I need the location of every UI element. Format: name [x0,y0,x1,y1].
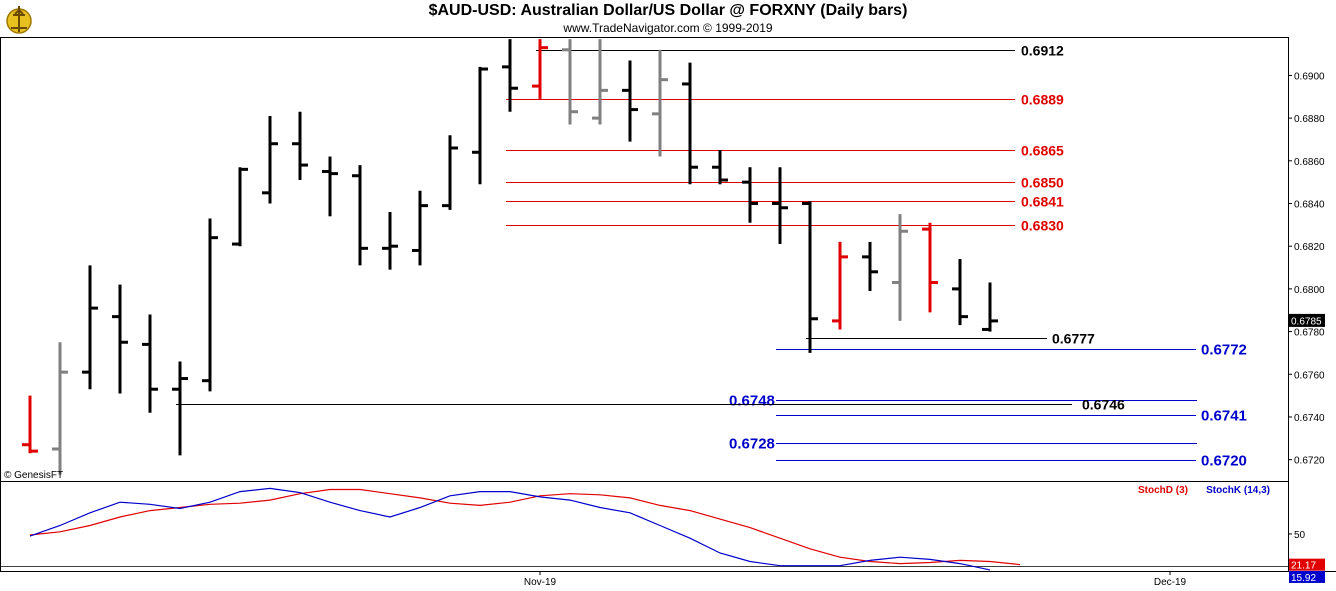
last-price-badge [1289,313,1325,327]
level-label-0.6850: 0.6850 [1021,175,1064,191]
trade-navigator-logo [6,6,32,34]
ohlc-bar [112,284,128,394]
ohlc-bar [412,190,428,266]
legend-stochk: StochK (14,3) [1206,485,1270,496]
price-panel-frame [0,37,1289,482]
ohlc-bar [82,265,98,390]
price-axis-label: 0.6900 [1294,71,1325,82]
ohlc-bar [382,212,398,270]
ohlc-bar [172,361,188,456]
ohlc-bar [892,214,908,321]
chart-subtitle: www.TradeNavigator.com © 1999-2019 [563,21,773,35]
ohlc-bar [592,39,608,125]
ohlc-bar [22,395,38,454]
price-axis-label: 0.6840 [1294,200,1325,211]
ohlc-bar [322,156,338,217]
stoch-last-label-0: 21.17 [1291,561,1316,572]
price-axis-label: 0.6880 [1294,114,1325,125]
price-axis-label: 0.6860 [1294,157,1325,168]
price-axis-label: 0.6760 [1294,370,1325,381]
ohlc-bar [862,241,878,292]
ohlc-bar [652,49,668,157]
level-label-0.6746: 0.6746 [1082,397,1125,413]
price-panel: 0.6720 0.6740 0.6760 0.6780 0.6800 0.6820 0.68… [0,37,1325,482]
level-label-0.6741: 0.6741 [1201,408,1247,425]
legend-stochd: StochD (3) [1138,485,1188,496]
stoch-last-badge-0 [1289,558,1325,571]
ohlc-bar [952,259,968,326]
ohlc-bar [982,282,998,332]
level-label-0.6841: 0.6841 [1021,194,1064,210]
stoch-series-0 [29,488,1021,566]
ohlc-bar [502,39,518,112]
time-axis-label: Dec-19 [1154,577,1187,588]
ohlc-bar [232,167,248,247]
ohlc-bar [352,165,368,266]
ohlc-bar [142,314,158,413]
ohlc-bar [442,135,458,210]
ohlc-bar [52,342,68,475]
ohlc-bar [922,222,938,313]
ohlc-bar [532,39,548,99]
ohlc-bar [562,39,578,125]
ohlc-bar [682,62,698,185]
chart-title: $AUD-USD: Australian Dollar/US Dollar @ … [428,2,908,19]
price-axis-label: 0.6720 [1294,456,1325,467]
level-label-0.6720: 0.6720 [1201,453,1247,470]
stoch-panel-frame [0,481,1289,572]
ohlc-bar [712,150,728,185]
watermark: © GenesisFT [4,470,63,481]
ohlc-bar [742,167,758,223]
stoch-series-1 [29,487,991,571]
ohlc-bar [802,201,818,353]
level-label-0.6889: 0.6889 [1021,92,1064,108]
price-axis-label: 0.6800 [1294,285,1325,296]
ohlc-bar [292,111,308,181]
ohlc-bar [262,115,278,204]
level-label-0.6728: 0.6728 [729,436,775,453]
ohlc-bar [472,66,488,185]
stoch-axis-label: 50 [1294,530,1306,541]
stoch-last-label-1: 15.92 [1291,573,1316,584]
ohlc-bar [832,241,848,330]
ohlc-bar [622,60,638,142]
level-label-0.6777: 0.6777 [1052,331,1095,347]
level-label-0.6830: 0.6830 [1021,218,1064,234]
stoch-last-badge-1 [1289,570,1325,583]
level-label-0.6772: 0.6772 [1201,342,1247,359]
level-label-0.6912: 0.6912 [1021,43,1064,59]
price-axis-label: 0.6820 [1294,242,1325,253]
ohlc-bar [202,218,218,392]
price-axis-label: 0.6740 [1294,413,1325,424]
time-axis-label: Nov-19 [524,577,557,588]
level-label-0.6865: 0.6865 [1021,143,1064,159]
price-axis-label: 0.6780 [1294,328,1325,339]
last-price-label: 0.6785 [1291,316,1322,327]
level-label-0.6748: 0.6748 [729,393,775,410]
ohlc-bar [772,167,788,245]
